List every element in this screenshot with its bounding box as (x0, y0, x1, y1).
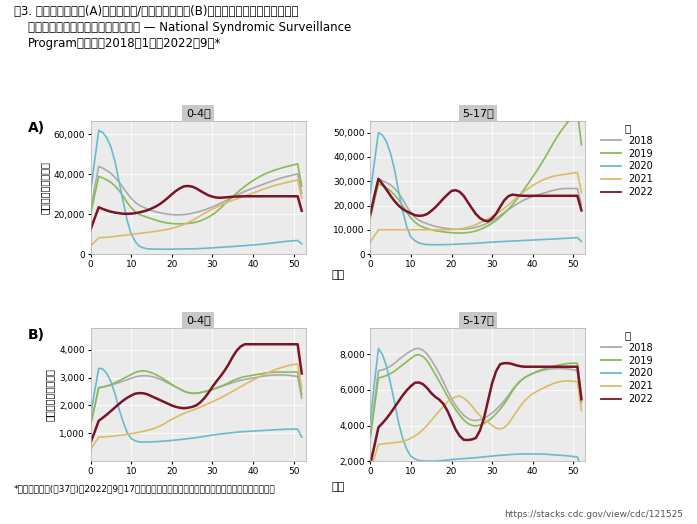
Title: 5-17歳: 5-17歳 (462, 315, 493, 325)
Text: A): A) (28, 121, 45, 135)
Legend: 2018, 2019, 2020, 2021, 2022: 2018, 2019, 2020, 2021, 2022 (601, 330, 653, 405)
Text: Program、米国、2018年1月～2022年9月*: Program、米国、2018年1月～2022年9月* (28, 37, 221, 50)
Text: 週数: 週数 (331, 270, 345, 280)
Title: 0-4歳: 0-4歳 (186, 108, 210, 118)
Legend: 2018, 2019, 2020, 2021, 2022: 2018, 2019, 2020, 2021, 2022 (601, 123, 653, 198)
Title: 5-17歳: 5-17歳 (462, 108, 493, 118)
Y-axis label: 救急部門への受診数: 救急部門への受診数 (40, 161, 49, 214)
Text: の週ごとの傾向、年齢層および年別 — National Syndromic Surveillance: の週ごとの傾向、年齢層および年別 — National Syndromic Su… (28, 21, 351, 34)
Text: B): B) (28, 328, 45, 342)
Y-axis label: 救急部門への受診数: 救急部門への受診数 (45, 368, 55, 421)
Text: 図3. 急性呼吸器疾患(A)および喘息/反応性気道疾患(B)に関する救急部門への受診数: 図3. 急性呼吸器疾患(A)および喘息/反応性気道疾患(B)に関する救急部門への… (14, 5, 298, 18)
Text: https://stacks.cdc.gov/view/cdc/121525: https://stacks.cdc.gov/view/cdc/121525 (504, 510, 683, 519)
Title: 0-4歳: 0-4歳 (186, 315, 210, 325)
Text: *最後の報告週(第37週)は2022年9月17日に終了した。今週のデータは暫定的なものと見なされる: *最後の報告週(第37週)は2022年9月17日に終了した。今週のデータは暫定的… (14, 485, 276, 494)
Text: 週数: 週数 (331, 482, 345, 492)
